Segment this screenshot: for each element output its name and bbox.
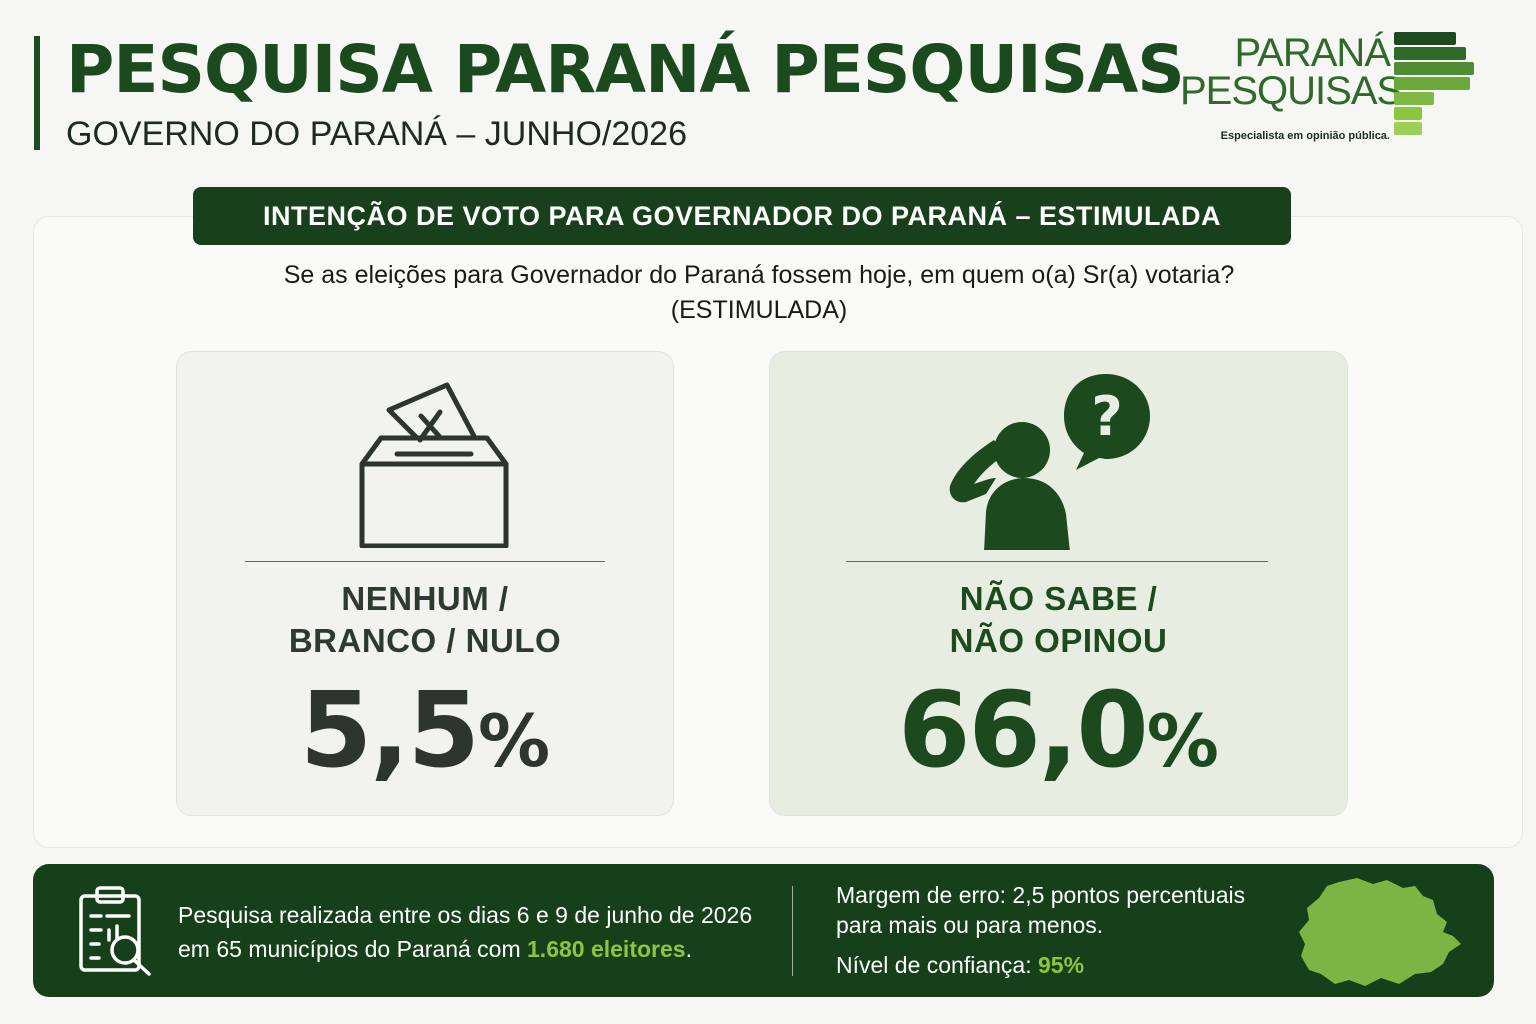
question-text: Se as eleições para Governador do Paraná… bbox=[283, 261, 1235, 289]
confidence-level: Nível de confiança: 95% bbox=[836, 952, 1085, 978]
card-value-number: 66,0 bbox=[898, 669, 1149, 791]
methodology-sample: em 65 municípios do Paraná com 1.680 ele… bbox=[178, 936, 692, 962]
ballot-box-icon bbox=[359, 382, 509, 548]
card-divider bbox=[846, 561, 1268, 562]
question-type: (ESTIMULADA) bbox=[670, 296, 848, 324]
card-nenhum-branco-nulo: NENHUM / BRANCO / NULO 5,5% bbox=[176, 351, 674, 816]
card-value-unit: % bbox=[478, 699, 551, 783]
card-label: NÃO SABE / NÃO OPINOU bbox=[949, 580, 1168, 659]
card-percentage: 5,5% bbox=[177, 670, 673, 801]
methodology-footer: Pesquisa realizada entre os dias 6 e 9 d… bbox=[33, 864, 1494, 997]
svg-text:?: ? bbox=[1091, 385, 1122, 448]
card-nao-sabe-nao-opinou: ? NÃO SABE / NÃO OPINOU 66,0% bbox=[769, 351, 1348, 816]
card-value-number: 5,5 bbox=[299, 669, 480, 791]
logo-line-1: PARANÁ bbox=[1234, 31, 1391, 75]
card-divider bbox=[245, 561, 605, 562]
logo-bars-icon bbox=[1394, 30, 1476, 142]
sample-size: 1.680 eleitores bbox=[527, 936, 686, 962]
confidence-value: 95% bbox=[1038, 952, 1085, 978]
section-banner: INTENÇÃO DE VOTO PARA GOVERNADOR DO PARA… bbox=[193, 187, 1291, 245]
logo-tagline: Especialista em opinião pública. bbox=[1220, 130, 1390, 142]
logo-wordmark: PARANÁ PESQUISAS bbox=[1180, 31, 1403, 113]
clipboard-search-icon bbox=[79, 886, 151, 976]
methodology-dates: Pesquisa realizada entre os dias 6 e 9 d… bbox=[178, 902, 753, 928]
parana-map-icon bbox=[1299, 878, 1461, 986]
footer-divider bbox=[792, 886, 793, 976]
survey-question: Se as eleições para Governador do Paraná… bbox=[200, 258, 1318, 328]
header: PESQUISA PARANÁ PESQUISAS GOVERNO DO PAR… bbox=[34, 31, 1185, 153]
card-value-unit: % bbox=[1146, 699, 1219, 783]
card-percentage: 66,0% bbox=[770, 670, 1347, 801]
parana-pesquisas-logo: PARANÁ PESQUISAS Especialista em opinião… bbox=[1180, 30, 1480, 150]
error-margin-text: Margem de erro: 2,5 pontos percentuais p… bbox=[836, 882, 1246, 938]
logo-line-2: PESQUISAS bbox=[1180, 69, 1403, 113]
methodology-text: Pesquisa realizada entre os dias 6 e 9 d… bbox=[178, 898, 778, 966]
card-label: NENHUM / BRANCO / NULO bbox=[288, 580, 562, 659]
page-title: PESQUISA PARANÁ PESQUISAS bbox=[66, 31, 1185, 108]
page-subtitle: GOVERNO DO PARANÁ – JUNHO/2026 bbox=[66, 115, 687, 153]
confused-person-question-icon: ? bbox=[949, 374, 1150, 550]
